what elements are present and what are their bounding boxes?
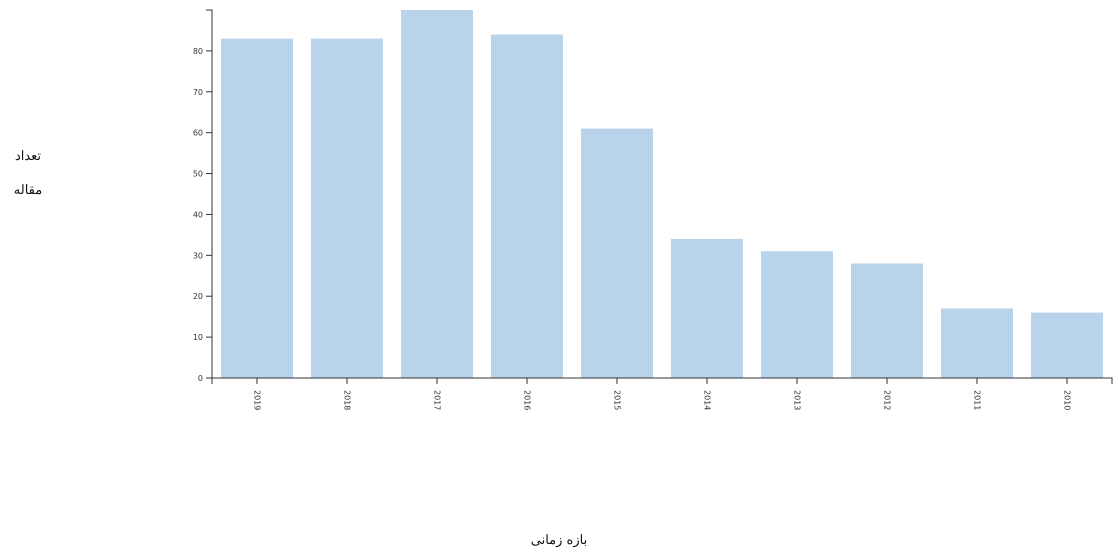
y-tick-label-60: 60 xyxy=(193,129,203,138)
x-tick-label-2019: 2019 xyxy=(253,390,262,410)
bar-2014 xyxy=(671,239,743,378)
bar-2019 xyxy=(221,38,293,378)
bar-2011 xyxy=(941,308,1013,378)
x-tick-label-2014: 2014 xyxy=(703,390,712,410)
y-tick-label-0: 0 xyxy=(198,374,203,383)
x-tick-label-2012: 2012 xyxy=(883,390,892,410)
bar-2017 xyxy=(401,10,473,378)
x-tick-label-2010: 2010 xyxy=(1063,390,1072,410)
y-tick-label-80: 80 xyxy=(193,47,203,56)
bars-group xyxy=(221,10,1103,378)
x-tick-label-2011: 2011 xyxy=(973,390,982,410)
y-tick-label-30: 30 xyxy=(193,251,203,260)
y-tick-label-70: 70 xyxy=(193,88,203,97)
y-axis-title-line-2: مقاله xyxy=(13,183,43,198)
bar-2010 xyxy=(1031,312,1103,378)
y-tick-label-50: 50 xyxy=(193,170,203,179)
bar-2018 xyxy=(311,38,383,378)
x-tick-label-2017: 2017 xyxy=(433,390,442,410)
x-axis-title: بازه زمانی xyxy=(530,533,588,548)
bar-2013 xyxy=(761,251,833,378)
x-tick-label-2015: 2015 xyxy=(613,390,622,410)
y-tick-label-40: 40 xyxy=(193,210,203,219)
y-axis-line xyxy=(206,9,213,379)
bar-2015 xyxy=(581,128,653,378)
x-axis-line xyxy=(211,377,1113,384)
x-axis: 2019 2018 2017 2016 2015 2014 2013 2012 2011 2010 xyxy=(211,377,1113,410)
bar-2016 xyxy=(491,34,563,378)
x-tick-label-2016: 2016 xyxy=(523,390,532,410)
y-axis-title: تعداد مقاله xyxy=(0,140,56,208)
x-tick-label-2013: 2013 xyxy=(793,390,802,410)
y-tick-label-10: 10 xyxy=(193,333,203,342)
x-tick-label-2018: 2018 xyxy=(343,390,352,410)
y-axis-title-line-1: تعداد xyxy=(14,149,42,164)
y-axis: 0 10 20 30 40 50 60 70 80 xyxy=(193,9,213,383)
bar-2012 xyxy=(851,263,923,378)
y-tick-label-20: 20 xyxy=(193,292,203,301)
